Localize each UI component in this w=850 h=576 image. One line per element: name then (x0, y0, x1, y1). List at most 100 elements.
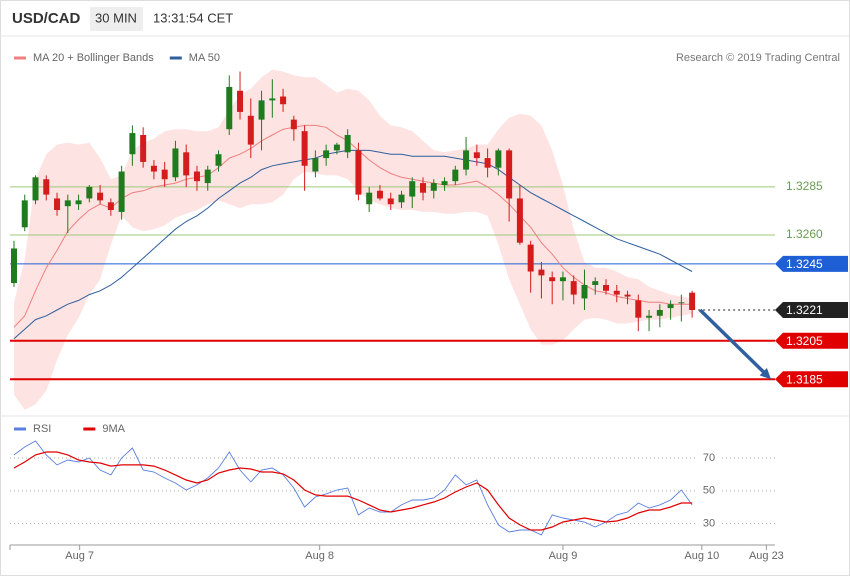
candle-body (247, 115, 254, 145)
symbol: USD/CAD (12, 10, 81, 27)
candle-body (290, 119, 297, 130)
candle-body (430, 183, 437, 191)
candle-body (398, 194, 405, 203)
candle-body (54, 198, 61, 210)
candle-body (226, 86, 233, 130)
legend-label: MA 20 + Bollinger Bands (33, 52, 154, 64)
level-badge (775, 255, 848, 272)
candle-body (387, 198, 394, 205)
projection-arrow (698, 308, 767, 375)
ma-line (13, 124, 693, 328)
candle-body (624, 294, 631, 297)
candle-body (10, 248, 17, 284)
candle-body (323, 150, 330, 159)
candle-body (376, 190, 383, 199)
candle-body (409, 181, 416, 197)
level-badge (775, 302, 848, 318)
level-label: 1.3205 (786, 334, 823, 348)
candle-body (32, 177, 39, 201)
candle-body (420, 183, 427, 193)
candle-body (280, 96, 287, 105)
candle-body (129, 133, 136, 155)
candle-body (237, 90, 244, 112)
x-tick-label: Aug 9 (549, 550, 578, 562)
level-label: 1.3245 (786, 257, 823, 271)
candle-body (463, 150, 470, 170)
candle-body (75, 200, 82, 205)
candle-body (570, 281, 577, 295)
level-label: 1.3285 (786, 179, 823, 193)
x-tick-label: Aug 8 (305, 550, 334, 562)
candle-body (603, 285, 610, 291)
candle-body (452, 169, 459, 182)
level-label: 1.3221 (786, 303, 823, 317)
candle-body (538, 269, 545, 276)
time: 13:31:54 CET (153, 10, 233, 25)
indicator-line (13, 451, 693, 531)
candle-body (344, 135, 351, 153)
y-tick-label: 50 (703, 485, 715, 497)
candle-body (549, 277, 556, 282)
candle-body (193, 171, 200, 182)
tick-label-bg (698, 516, 720, 531)
projection-arrowhead (759, 367, 771, 380)
tick-label-bg (698, 451, 720, 466)
candle-body (118, 171, 125, 212)
candle-body (150, 165, 157, 172)
candle-body (258, 100, 265, 120)
candle-body (473, 152, 480, 159)
interval-box (90, 7, 143, 31)
candle-body (689, 292, 696, 310)
candle-body (559, 277, 566, 282)
candle-body (366, 192, 373, 205)
candle-body (86, 186, 93, 199)
x-tick-label: Aug 7 (65, 550, 94, 562)
level-badge (775, 332, 848, 349)
candle-body (204, 169, 211, 184)
level-label: 1.3185 (786, 372, 823, 386)
candle-body (656, 310, 663, 316)
candle-body (97, 192, 104, 201)
candle-body (215, 154, 222, 166)
level-label: 1.3260 (786, 227, 823, 241)
candle-body (592, 281, 599, 285)
indicator-line (13, 440, 693, 536)
level-badge (775, 371, 848, 388)
ma-line (13, 149, 693, 340)
interval: 30 MIN (95, 10, 137, 25)
source: Research © 2019 Trading Central (676, 52, 840, 64)
candle-body (613, 290, 620, 295)
candle-body (269, 98, 276, 101)
candle-body (107, 202, 114, 210)
candle-body (678, 302, 685, 304)
candle-body (140, 135, 147, 162)
candle-body (667, 304, 674, 309)
y-tick-label: 70 (703, 452, 715, 464)
candle-body (495, 150, 502, 168)
candle-body (333, 144, 340, 151)
candle-body (312, 158, 319, 172)
candle-body (646, 315, 653, 318)
x-tick-label: Aug 10 (684, 550, 719, 562)
candle-body (21, 200, 28, 228)
tick-label-bg (698, 483, 720, 498)
candle-body (581, 285, 588, 299)
candle-body (441, 181, 448, 185)
candle-body (516, 198, 523, 243)
candle-body (506, 150, 513, 199)
candle-body (43, 179, 50, 195)
candle-body (635, 300, 642, 318)
x-tick-label: Aug 23 (749, 550, 784, 562)
legend-label: 9MA (102, 423, 125, 435)
candle-body (172, 148, 179, 178)
candle-body (527, 244, 534, 272)
y-tick-label: 30 (703, 518, 715, 530)
candle-body (484, 158, 491, 168)
candle-body (301, 131, 308, 166)
legend-label: MA 50 (189, 52, 220, 64)
legend-label: RSI (33, 423, 51, 435)
candle-body (183, 152, 190, 176)
candle-body (355, 150, 362, 195)
